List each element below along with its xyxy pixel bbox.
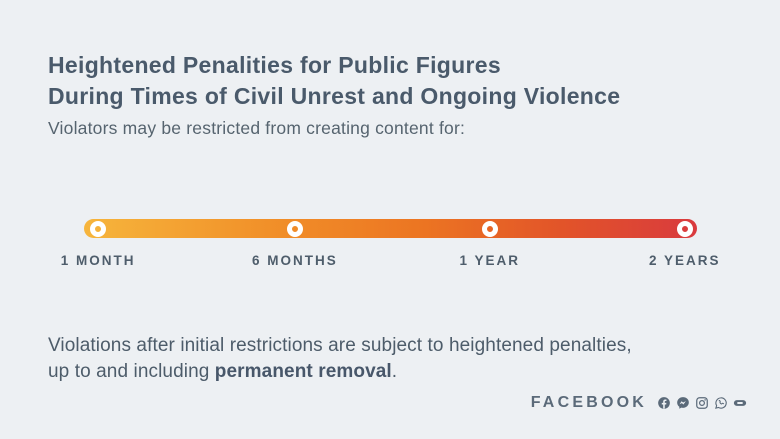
timeline-marker-dot-1-year bbox=[481, 220, 498, 237]
messenger-icon bbox=[677, 397, 689, 409]
footnote-emphasis: permanent removal bbox=[214, 361, 392, 382]
footer-brand-bar: FACEBOOK bbox=[531, 394, 747, 412]
footnote-line-1: Violations after initial restrictions ar… bbox=[48, 335, 632, 356]
subtitle: Violators may be restricted from creatin… bbox=[48, 118, 466, 138]
instagram-icon bbox=[696, 397, 708, 409]
timeline-marker-dot-2-years bbox=[676, 220, 693, 237]
timeline-marker-dot-1-month bbox=[90, 220, 107, 237]
whatsapp-icon bbox=[715, 397, 727, 409]
footnote-line-2-prefix: up to and including bbox=[48, 361, 215, 382]
tick-label-2-years: 2 YEARS bbox=[648, 253, 721, 268]
oculus-icon bbox=[733, 400, 747, 406]
facebook-wordmark: FACEBOOK bbox=[530, 394, 647, 411]
brand-icons bbox=[657, 396, 747, 410]
timeline-labels: 1 MONTH 6 MONTHS 1 YEAR 2 YEARS bbox=[61, 253, 719, 271]
tick-label-6-months: 6 MONTHS bbox=[251, 253, 338, 268]
timeline-marker-dot-6-months bbox=[286, 220, 303, 237]
title-line-2: During Times of Civil Unrest and Ongoing… bbox=[48, 83, 621, 109]
facebook-icon bbox=[658, 397, 670, 409]
tick-label-1-month: 1 MONTH bbox=[60, 253, 136, 268]
footnote: Violations after initial restrictions ar… bbox=[48, 333, 632, 385]
footnote-line-2-suffix: . bbox=[391, 361, 398, 382]
penalty-timeline-bar bbox=[84, 219, 697, 238]
tick-label-1-year: 1 YEAR bbox=[459, 253, 521, 268]
title-line-1: Heightened Penalities for Public Figures bbox=[48, 52, 501, 78]
page-title: Heightened Penalities for Public Figures… bbox=[48, 50, 620, 112]
